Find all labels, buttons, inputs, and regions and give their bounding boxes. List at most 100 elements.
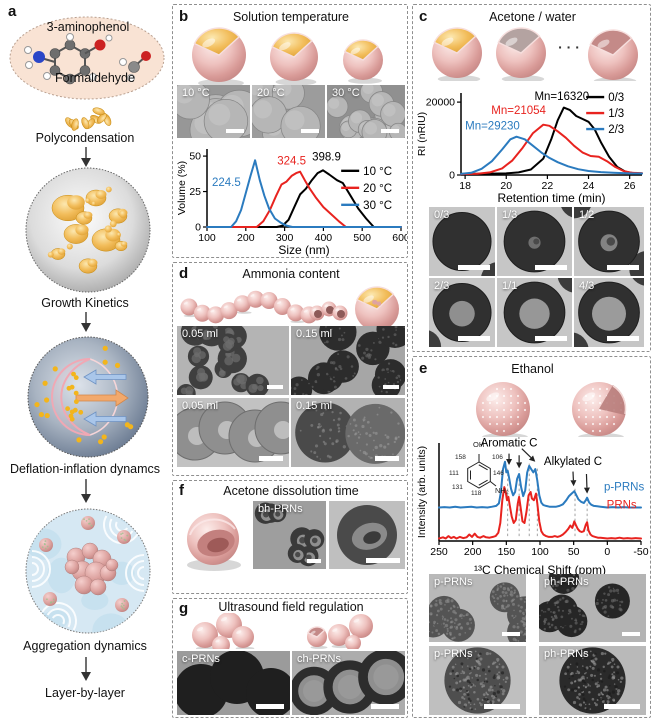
tem-label: 0.15 ml — [296, 400, 333, 412]
ellipsis-dots: · · · — [558, 39, 580, 55]
tem-image-c-prns: c-PRNs — [177, 651, 290, 715]
tem-image-1-1: 1/1 — [497, 278, 572, 347]
svg-text:25: 25 — [189, 186, 201, 198]
panel-c-title: Acetone / water — [489, 10, 576, 24]
oligomer-blobs-illustration — [65, 107, 112, 131]
cutaway-spheres-illustration — [192, 27, 383, 85]
tem-image-4-3: 4/3 — [574, 278, 644, 347]
svg-text:100: 100 — [531, 546, 549, 558]
scale-bar — [259, 456, 283, 461]
step-polycondensation: Polycondensation — [35, 131, 135, 145]
svg-text:0: 0 — [449, 170, 455, 182]
shift-158: 158 — [455, 454, 466, 461]
panel-b-title: Solution temperature — [232, 10, 350, 24]
tem-image-1-2: 1/2 — [574, 207, 644, 276]
panel-c-letter: c — [419, 8, 428, 25]
tem-label: 0.05 ml — [182, 400, 219, 412]
tem-label: ch-PRNs — [297, 653, 342, 665]
svg-text:300: 300 — [276, 232, 294, 244]
panel-d-title: Ammonia content — [242, 267, 340, 281]
panel-e-letter: e — [419, 360, 428, 377]
panel-f-letter: f — [179, 482, 184, 499]
sem-image-20c: 20 °C — [252, 85, 325, 138]
panel-f-title: Acetone dissolution time — [223, 484, 359, 498]
tem-label: 1/3 — [502, 209, 518, 221]
shift-106: 106 — [492, 454, 503, 461]
shift-111: 111 — [449, 470, 459, 477]
tem-image-2-3: 2/3 — [429, 278, 495, 347]
reactants-illustration — [9, 16, 165, 100]
svg-text:398.9: 398.9 — [312, 151, 341, 163]
svg-text:100: 100 — [198, 232, 216, 244]
panel-b-letter: b — [179, 8, 189, 25]
svg-text:Intensity (arb. units): Intensity (arb. units) — [416, 446, 428, 538]
sem-label: 20 °C — [257, 87, 285, 99]
panel-d: d Ammonia content 0.05 ml 0.15 ml 0.05 m… — [172, 262, 408, 476]
tem-label: c-PRNs — [182, 653, 220, 665]
scale-bar — [267, 385, 283, 389]
svg-text:20 °C: 20 °C — [363, 183, 392, 195]
tem-image-bh-prns: bh-PRNs — [253, 501, 326, 569]
panel-a-letter: a — [8, 3, 17, 20]
svg-text:150: 150 — [498, 546, 516, 558]
panel-e-title: Ethanol — [511, 362, 554, 376]
tem-label: 4/3 — [579, 280, 595, 292]
step-layer-by-layer: Layer-by-layer — [45, 686, 125, 700]
deflation-inflation-illustration — [27, 336, 149, 458]
tem-label: p-PRNs — [434, 576, 473, 588]
growth-kinetics-illustration — [25, 167, 151, 293]
tem-label: p-PRNs — [434, 648, 473, 660]
svg-text:2/3: 2/3 — [608, 124, 624, 136]
scale-bar — [371, 704, 399, 709]
svg-text:0: 0 — [604, 546, 610, 558]
svg-text:200: 200 — [237, 232, 255, 244]
nh2-label: NH₂ — [495, 486, 509, 495]
svg-text:p-PRNs: p-PRNs — [604, 481, 645, 493]
bowl-particle-illustration — [187, 513, 241, 571]
scale-bar — [458, 336, 490, 341]
scale-bar — [604, 704, 640, 709]
svg-text:Mn=16320: Mn=16320 — [534, 91, 589, 103]
tem-image-ch-prns: ch-PRNs — [292, 651, 405, 715]
tem-label: 1/1 — [502, 280, 518, 292]
tem-image-p-prns-closeup: p-PRNs — [429, 646, 526, 715]
tem-image-ph-prns-closeup: ph-PRNs — [539, 646, 646, 715]
tem-label: 0.15 ml — [296, 328, 333, 340]
size-distribution-chart: 100 200 300 400 500 600 0 25 50 Size (nm) Volume (… — [175, 139, 410, 257]
oh-label: OH — [473, 440, 485, 449]
panel-d-letter: d — [179, 265, 189, 282]
scale-bar — [366, 558, 400, 563]
shift-118: 118 — [471, 490, 482, 497]
scale-bar — [607, 265, 639, 270]
svg-text:-50: -50 — [633, 546, 648, 558]
down-arrow-icon — [81, 657, 91, 681]
step-growth-kinetics: Growth Kinetics — [41, 296, 129, 310]
panel-g-title: Ultrasound field regulation — [218, 600, 364, 614]
tem-image-0.15ml-closeup: 0.15 ml — [291, 398, 405, 467]
porous-spheres-illustration — [476, 382, 627, 437]
svg-text:Retention time (min): Retention time (min) — [497, 191, 605, 205]
tem-label: ph-PRNs — [544, 648, 589, 660]
scale-bar — [607, 336, 639, 341]
svg-text:0: 0 — [195, 222, 201, 234]
tem-image-0.05ml-closeup: 0.05 ml — [177, 398, 289, 467]
scale-bar — [375, 456, 399, 461]
scale-bar — [622, 632, 640, 636]
svg-text:RI (nRIU): RI (nRIU) — [416, 112, 428, 156]
tem-label: 1/2 — [579, 209, 595, 221]
shift-146: 146 — [493, 470, 504, 477]
svg-text:250: 250 — [430, 546, 448, 558]
benzene-ring — [467, 454, 497, 489]
scale-bar — [484, 704, 520, 709]
down-arrow-icon — [81, 312, 91, 332]
svg-text:Volume (%): Volume (%) — [176, 161, 188, 215]
svg-text:50: 50 — [189, 151, 201, 163]
panel-g-letter: g — [179, 600, 189, 617]
down-arrow-icon — [81, 147, 91, 167]
scale-bar — [535, 265, 567, 270]
svg-text:10 °C: 10 °C — [363, 166, 392, 178]
svg-text:0/3: 0/3 — [608, 92, 624, 104]
tem-image-0.05ml: 0.05 ml — [177, 326, 289, 395]
svg-text:Mn=21054: Mn=21054 — [491, 105, 546, 117]
